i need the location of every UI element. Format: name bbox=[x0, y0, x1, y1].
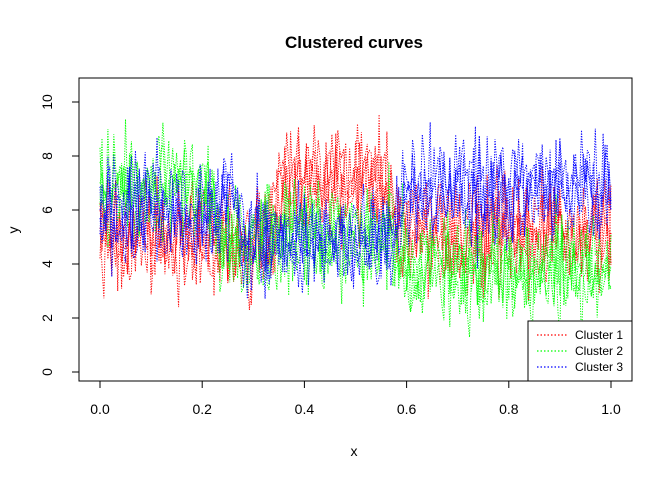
y-tick-label: 0 bbox=[39, 368, 55, 376]
series-line bbox=[99, 119, 612, 338]
series-line bbox=[99, 130, 612, 299]
series-3 bbox=[99, 122, 612, 299]
y-axis: 0 2 4 6 8 10 bbox=[39, 94, 80, 376]
x-tick-label: 0.2 bbox=[192, 401, 212, 417]
y-tick-label: 8 bbox=[39, 152, 55, 160]
legend-label: Cluster 1 bbox=[575, 328, 623, 342]
legend: Cluster 1 Cluster 2 Cluster 3 bbox=[527, 320, 633, 382]
x-tick-label: 0.4 bbox=[295, 401, 315, 417]
y-axis-label: y bbox=[5, 227, 21, 234]
series-line bbox=[99, 122, 612, 299]
x-tick-label: 0.0 bbox=[90, 401, 110, 417]
series-layer bbox=[99, 114, 612, 342]
chart-title: Clustered curves bbox=[285, 33, 423, 52]
series-2 bbox=[99, 119, 612, 342]
series-line bbox=[99, 135, 612, 336]
y-tick-label: 4 bbox=[39, 260, 55, 268]
series-line bbox=[99, 114, 612, 299]
x-axis: 0.0 0.2 0.4 0.6 0.8 1.0 bbox=[90, 380, 621, 417]
y-tick-label: 2 bbox=[39, 314, 55, 322]
series-line bbox=[99, 123, 612, 311]
x-axis-label: x bbox=[351, 443, 358, 459]
y-tick-label: 10 bbox=[39, 94, 55, 110]
x-tick-label: 0.8 bbox=[499, 401, 519, 417]
series-line bbox=[99, 134, 612, 294]
legend-label: Cluster 3 bbox=[575, 360, 623, 374]
legend-label: Cluster 2 bbox=[575, 344, 623, 358]
series-line bbox=[99, 128, 612, 314]
x-tick-label: 0.6 bbox=[397, 401, 417, 417]
x-tick-label: 1.0 bbox=[601, 401, 621, 417]
y-tick-label: 6 bbox=[39, 206, 55, 214]
series-line bbox=[99, 130, 612, 294]
